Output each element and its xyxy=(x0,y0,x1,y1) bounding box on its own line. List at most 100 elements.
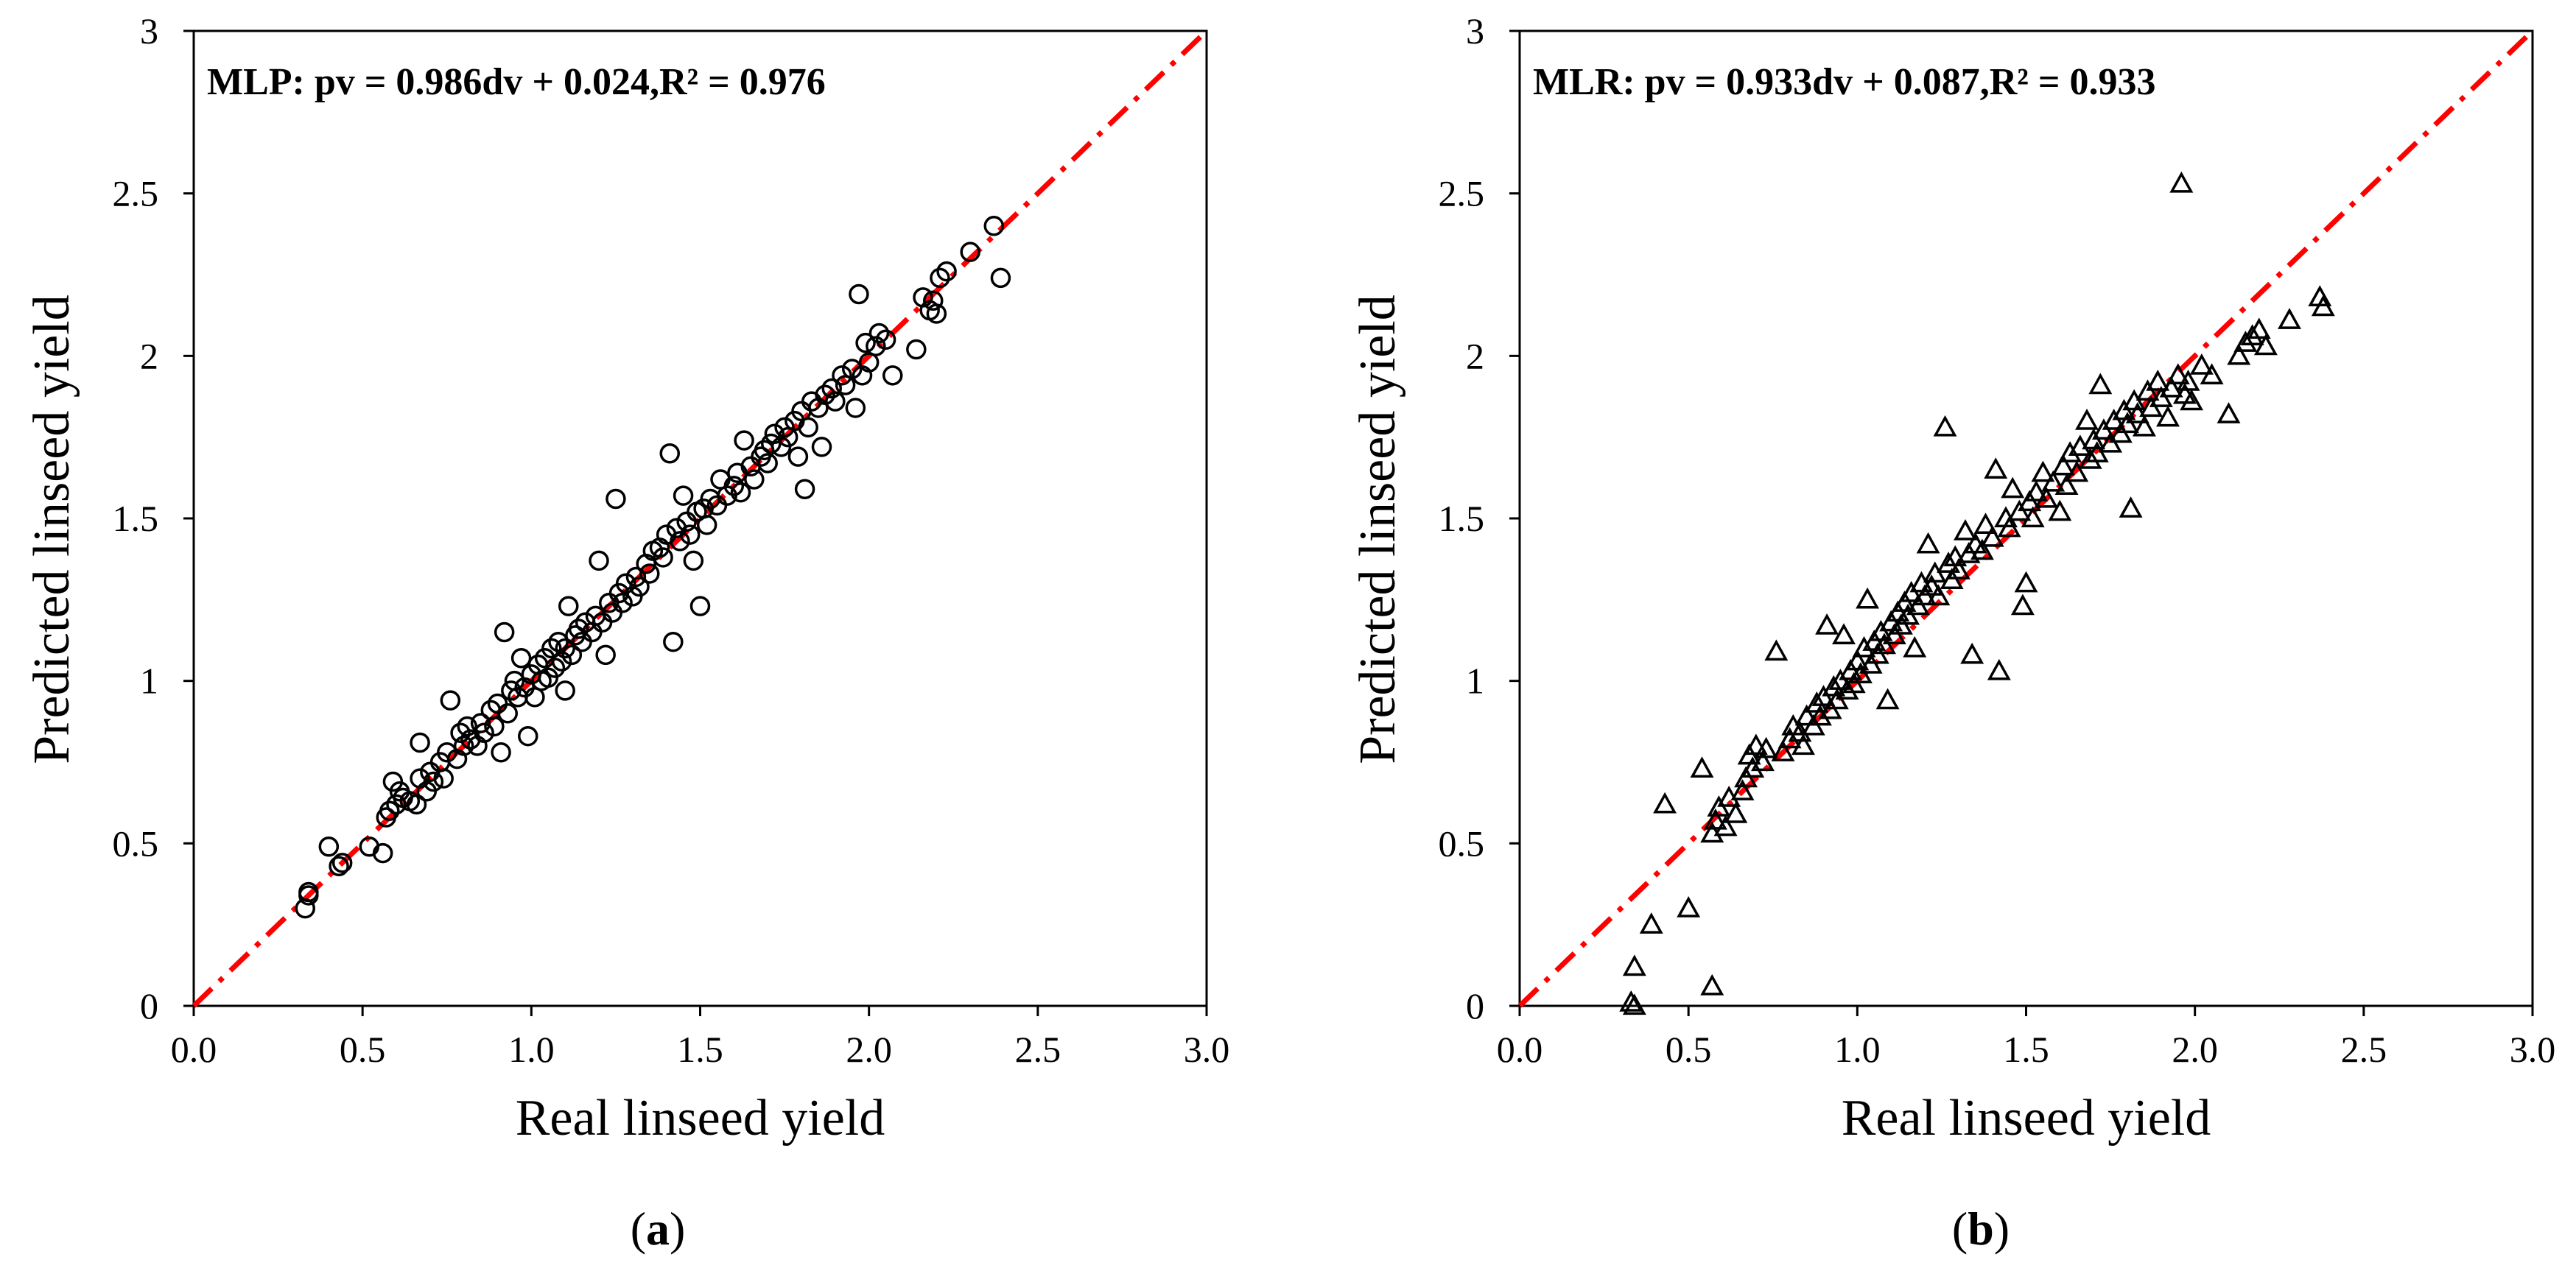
data-point xyxy=(639,563,660,584)
data-point xyxy=(689,596,711,616)
x-tick-label: 0.5 xyxy=(340,1029,386,1070)
data-point xyxy=(568,619,589,639)
data-point xyxy=(2048,499,2072,521)
data-point xyxy=(983,216,1004,236)
data-point xyxy=(2021,506,2045,528)
data-point xyxy=(744,469,765,490)
data-point xyxy=(923,290,944,311)
data-point xyxy=(561,644,583,666)
y-tick-label: 0.5 xyxy=(113,823,159,864)
data-point xyxy=(1794,704,1819,726)
data-point xyxy=(2227,343,2251,365)
data-point xyxy=(1805,691,1829,713)
data-point xyxy=(798,417,818,438)
data-point xyxy=(2180,389,2204,411)
data-point xyxy=(1677,895,1701,918)
data-point xyxy=(1984,457,2008,479)
data-point xyxy=(474,722,494,744)
data-point xyxy=(2075,408,2099,430)
data-point xyxy=(2010,594,2035,616)
data-point xyxy=(1970,538,1994,560)
y-tick-label: 0 xyxy=(1466,985,1484,1026)
data-point xyxy=(670,531,690,552)
data-point xyxy=(1960,642,1984,664)
regression-equation: MLP: pv = 0.986dv + 0.024,R² = 0.976 xyxy=(207,61,826,103)
data-point xyxy=(1832,623,1856,645)
data-point xyxy=(734,430,754,451)
data-point xyxy=(423,771,444,792)
data-point xyxy=(2132,415,2156,437)
x-tick-label: 2.5 xyxy=(1015,1029,1061,1070)
data-point xyxy=(842,359,863,379)
data-point xyxy=(825,391,846,412)
panel-label-b: (b) xyxy=(1952,1202,2010,1255)
data-point xyxy=(1700,973,1724,996)
data-point xyxy=(849,283,869,305)
data-point xyxy=(2146,370,2170,391)
x-tick-label: 3.0 xyxy=(1184,1029,1230,1070)
data-point xyxy=(1777,727,1802,749)
data-point xyxy=(1690,756,1714,778)
data-point xyxy=(298,885,319,906)
y-tick-label: 0.5 xyxy=(1439,823,1485,864)
data-point xyxy=(832,365,852,386)
data-point xyxy=(2200,363,2224,384)
data-point xyxy=(723,476,745,496)
data-point xyxy=(930,267,950,289)
data-point xyxy=(730,482,751,503)
x-axis-title: Real linseed yield xyxy=(1842,1090,2211,1147)
data-point xyxy=(1791,733,1815,756)
data-point xyxy=(589,550,609,571)
x-tick-label: 2.0 xyxy=(2172,1029,2218,1070)
data-point xyxy=(1808,704,1832,726)
data-point xyxy=(558,596,579,616)
data-point xyxy=(663,631,684,652)
data-point xyxy=(774,417,795,438)
y-tick-label: 2.5 xyxy=(1439,173,1485,214)
y-tick-label: 3 xyxy=(1466,10,1484,52)
x-tick-label: 1.5 xyxy=(2003,1029,2049,1070)
x-tick-label: 0.5 xyxy=(1666,1029,1712,1070)
data-point xyxy=(2068,434,2092,457)
data-point xyxy=(410,732,430,753)
data-point xyxy=(491,742,511,763)
x-tick-label: 1.0 xyxy=(508,1029,555,1070)
data-point xyxy=(990,267,1011,289)
data-point xyxy=(673,485,694,506)
data-point xyxy=(1835,678,1859,700)
data-point xyxy=(653,547,673,568)
data-point xyxy=(1724,802,1748,823)
data-point xyxy=(1933,415,1957,437)
data-point xyxy=(659,443,680,464)
data-point xyxy=(1751,750,1775,772)
data-point xyxy=(2058,441,2082,462)
data-point xyxy=(1788,720,1812,742)
x-tick-label: 1.0 xyxy=(1834,1029,1881,1070)
data-point xyxy=(2176,370,2200,391)
data-point xyxy=(544,658,566,678)
y-axis-title: Predicted linseed yield xyxy=(1350,295,1406,764)
data-point xyxy=(936,261,957,282)
y-tick-label: 2 xyxy=(1466,335,1484,376)
data-point xyxy=(453,736,474,756)
data-point xyxy=(1653,792,1677,814)
data-point xyxy=(1771,740,1795,761)
data-point xyxy=(680,524,701,545)
data-point xyxy=(1619,990,1643,1012)
data-point xyxy=(406,794,427,815)
data-point xyxy=(386,794,407,815)
data-point xyxy=(1852,635,1876,658)
data-point xyxy=(2051,454,2075,476)
data-point xyxy=(2311,295,2335,317)
data-point xyxy=(329,856,349,876)
data-point xyxy=(518,725,538,747)
data-point xyxy=(2078,447,2102,469)
data-point xyxy=(470,713,491,733)
data-point xyxy=(845,398,866,418)
data-point xyxy=(595,644,616,666)
data-point xyxy=(606,488,626,510)
data-point xyxy=(437,742,457,763)
data-point xyxy=(2159,376,2183,398)
data-point xyxy=(906,339,927,360)
